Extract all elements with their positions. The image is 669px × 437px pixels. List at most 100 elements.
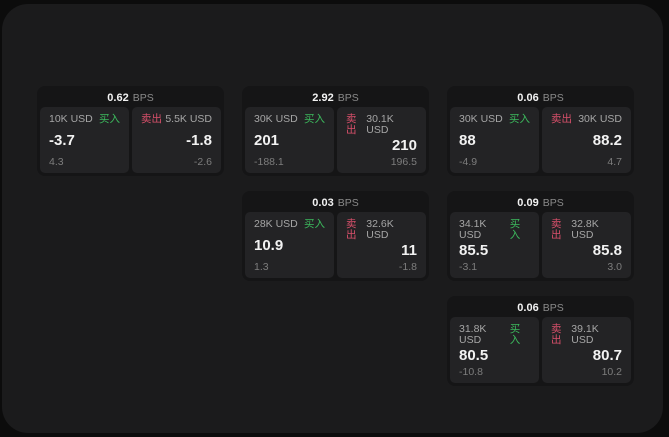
sell-tile-header: 卖出 39.1K USD — [551, 324, 622, 345]
sell-tile-header: 卖出 32.6K USD — [346, 219, 417, 240]
buy-delta: -10.8 — [459, 365, 483, 378]
sell-quote-tile[interactable]: 卖出 30.1K USD 210 196.5 — [337, 107, 426, 173]
buy-delta: -4.9 — [459, 155, 478, 168]
buy-amount: 28K USD — [254, 218, 298, 230]
quote-tiles: 34.1K USD 买入 85.5 -3.1 卖出 32.8K USD 85.8… — [450, 212, 631, 278]
card-header: 0.09 BPS — [450, 194, 631, 212]
sell-price: 11 — [401, 242, 417, 260]
buy-tile-header: 30K USD 买入 — [254, 114, 325, 125]
card-header: 0.06 BPS — [450, 89, 631, 107]
buy-quote-tile[interactable]: 30K USD 买入 201 -188.1 — [245, 107, 334, 173]
quote-tiles: 31.8K USD 买入 80.5 -10.8 卖出 39.1K USD 80.… — [450, 317, 631, 383]
bps-unit-label: BPS — [337, 197, 359, 209]
sell-quote-tile[interactable]: 卖出 30K USD 88.2 4.7 — [542, 107, 631, 173]
sell-price: -1.8 — [186, 132, 212, 149]
sell-tile-header: 卖出 5.5K USD — [141, 114, 212, 125]
quote-card: 0.06 BPS 31.8K USD 买入 80.5 -10.8 卖出 39.1… — [447, 296, 634, 386]
quote-grid: 0.62 BPS 10K USD 买入 -3.7 4.3 卖出 5.5K USD… — [37, 86, 634, 386]
quote-card: 0.03 BPS 28K USD 买入 10.9 1.3 卖出 32.6K US… — [242, 191, 429, 281]
sell-side-label: 卖出 — [551, 113, 572, 125]
bps-unit-label: BPS — [337, 92, 359, 104]
sell-tile-header: 卖出 32.8K USD — [551, 219, 622, 240]
sell-price: 80.7 — [592, 347, 622, 365]
sell-price: 85.8 — [592, 242, 622, 260]
quote-card: 0.62 BPS 10K USD 买入 -3.7 4.3 卖出 5.5K USD… — [37, 86, 224, 176]
sell-quote-tile[interactable]: 卖出 39.1K USD 80.7 10.2 — [542, 317, 631, 383]
buy-quote-tile[interactable]: 34.1K USD 买入 85.5 -3.1 — [450, 212, 539, 278]
card-header: 2.92 BPS — [245, 89, 426, 107]
bps-value: 0.09 — [517, 197, 539, 209]
sell-quote-tile[interactable]: 卖出 32.8K USD 85.8 3.0 — [542, 212, 631, 278]
bps-unit-label: BPS — [542, 197, 564, 209]
quote-tiles: 28K USD 买入 10.9 1.3 卖出 32.6K USD 11 -1.8 — [245, 212, 426, 278]
bps-value: 2.92 — [312, 92, 334, 104]
sell-quote-tile[interactable]: 卖出 5.5K USD -1.8 -2.6 — [132, 107, 221, 173]
buy-price: 88 — [459, 132, 476, 149]
sell-amount: 30K USD — [578, 113, 622, 125]
buy-side-label: 买入 — [304, 218, 325, 230]
buy-amount: 30K USD — [459, 113, 503, 125]
sell-side-label: 卖出 — [141, 113, 162, 125]
quote-tiles: 10K USD 买入 -3.7 4.3 卖出 5.5K USD -1.8 -2.… — [40, 107, 221, 173]
buy-amount: 34.1K USD — [459, 218, 487, 241]
bps-value: 0.62 — [107, 92, 129, 104]
sell-tile-header: 卖出 30.1K USD — [346, 114, 417, 135]
quote-card: 0.09 BPS 34.1K USD 买入 85.5 -3.1 卖出 32.8K… — [447, 191, 634, 281]
bps-unit-label: BPS — [542, 302, 564, 314]
buy-quote-tile[interactable]: 31.8K USD 买入 80.5 -10.8 — [450, 317, 539, 383]
buy-delta: -188.1 — [254, 155, 284, 168]
sell-delta: -2.6 — [193, 155, 212, 168]
sell-side-label: 卖出 — [551, 218, 562, 241]
quote-tiles: 30K USD 买入 201 -188.1 卖出 30.1K USD 210 1… — [245, 107, 426, 173]
bps-value: 0.06 — [517, 92, 539, 104]
card-header: 0.03 BPS — [245, 194, 426, 212]
buy-price: -3.7 — [49, 132, 75, 149]
buy-side-label: 买入 — [304, 113, 325, 125]
sell-side-label: 卖出 — [551, 323, 562, 346]
buy-quote-tile[interactable]: 28K USD 买入 10.9 1.3 — [245, 212, 334, 278]
sell-delta: 196.5 — [390, 155, 417, 168]
app-window: 0.62 BPS 10K USD 买入 -3.7 4.3 卖出 5.5K USD… — [2, 4, 663, 433]
buy-tile-header: 10K USD 买入 — [49, 114, 120, 125]
sell-price: 88.2 — [592, 132, 622, 149]
sell-amount: 30.1K USD — [366, 113, 394, 136]
buy-delta: -3.1 — [459, 260, 478, 273]
sell-price: 210 — [391, 137, 417, 155]
buy-side-label: 买入 — [99, 113, 120, 125]
sell-amount: 5.5K USD — [165, 113, 212, 125]
bps-unit-label: BPS — [542, 92, 564, 104]
buy-price: 85.5 — [459, 242, 489, 260]
buy-delta: 4.3 — [49, 155, 64, 168]
buy-tile-header: 31.8K USD 买入 — [459, 324, 530, 345]
sell-quote-tile[interactable]: 卖出 32.6K USD 11 -1.8 — [337, 212, 426, 278]
quote-card: 0.06 BPS 30K USD 买入 88 -4.9 卖出 30K USD 8… — [447, 86, 634, 176]
buy-side-label: 买入 — [509, 218, 521, 241]
sell-delta: 4.7 — [607, 155, 622, 168]
bps-unit-label: BPS — [132, 92, 154, 104]
buy-quote-tile[interactable]: 30K USD 买入 88 -4.9 — [450, 107, 539, 173]
sell-amount: 32.6K USD — [366, 218, 394, 241]
sell-tile-header: 卖出 30K USD — [551, 114, 622, 125]
sell-delta: 3.0 — [607, 260, 622, 273]
buy-side-label: 买入 — [509, 323, 521, 346]
buy-tile-header: 30K USD 买入 — [459, 114, 530, 125]
buy-tile-header: 34.1K USD 买入 — [459, 219, 530, 240]
card-header: 0.62 BPS — [40, 89, 221, 107]
buy-price: 10.9 — [254, 237, 284, 254]
buy-amount: 31.8K USD — [459, 323, 487, 346]
sell-side-label: 卖出 — [346, 113, 357, 136]
buy-amount: 30K USD — [254, 113, 298, 125]
buy-quote-tile[interactable]: 10K USD 买入 -3.7 4.3 — [40, 107, 129, 173]
bps-value: 0.06 — [517, 302, 539, 314]
sell-amount: 32.8K USD — [571, 218, 599, 241]
sell-delta: 10.2 — [601, 365, 622, 378]
buy-price: 201 — [254, 132, 280, 149]
sell-delta: -1.8 — [398, 260, 417, 273]
buy-price: 80.5 — [459, 347, 489, 365]
quote-tiles: 30K USD 买入 88 -4.9 卖出 30K USD 88.2 4.7 — [450, 107, 631, 173]
buy-tile-header: 28K USD 买入 — [254, 219, 325, 230]
sell-side-label: 卖出 — [346, 218, 357, 241]
bps-value: 0.03 — [312, 197, 334, 209]
sell-amount: 39.1K USD — [571, 323, 599, 346]
buy-amount: 10K USD — [49, 113, 93, 125]
